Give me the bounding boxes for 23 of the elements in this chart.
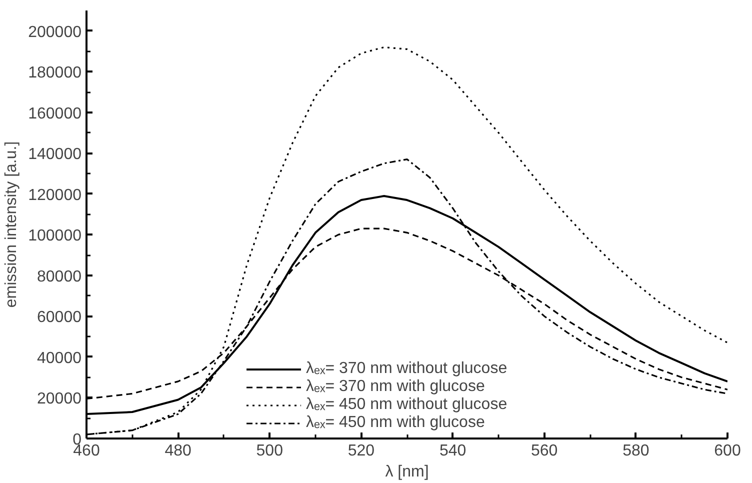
- y-tick-label: 180000: [28, 64, 82, 82]
- x-tick-label: 560: [531, 442, 558, 460]
- y-tick-label: 100000: [28, 228, 82, 245]
- x-tick-label: 520: [348, 442, 375, 460]
- x-tick-label: 480: [164, 442, 192, 460]
- y-tick-label: 160000: [28, 105, 82, 122]
- x-tick-label: 500: [256, 442, 284, 460]
- y-axis-title: emission intensity [a.u.]: [3, 141, 20, 308]
- x-tick-label: 580: [622, 442, 650, 460]
- x-axis-title: λ [nm]: [385, 464, 429, 480]
- y-tick-label: 60000: [37, 309, 82, 326]
- x-tick-label: 540: [439, 442, 466, 460]
- y-tick-label: 20000: [37, 390, 82, 408]
- y-tick-label: 120000: [28, 186, 82, 204]
- legend-label: λₑₓ= 370 nm without glucose: [306, 360, 508, 378]
- legend-label: λₑₓ= 370 nm with glucose: [306, 378, 485, 396]
- legend-label: λₑₓ= 450 nm without glucose: [306, 396, 508, 414]
- y-tick-label: 40000: [37, 350, 82, 367]
- x-tick-label: 600: [714, 442, 741, 460]
- y-tick-label: 80000: [37, 268, 82, 286]
- y-tick-label: 140000: [28, 146, 82, 164]
- y-tick-label: 200000: [28, 24, 82, 41]
- legend-label: λₑₓ= 450 nm with glucose: [306, 414, 485, 432]
